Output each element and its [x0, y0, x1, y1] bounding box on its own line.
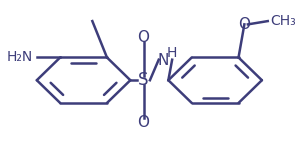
Text: CH₃: CH₃ [271, 14, 296, 28]
Text: H₂N: H₂N [7, 50, 33, 64]
Text: H: H [167, 46, 177, 60]
Text: O: O [238, 17, 250, 32]
Text: O: O [138, 30, 149, 45]
Text: N: N [158, 53, 169, 68]
Text: O: O [138, 115, 149, 130]
Text: S: S [138, 71, 149, 89]
